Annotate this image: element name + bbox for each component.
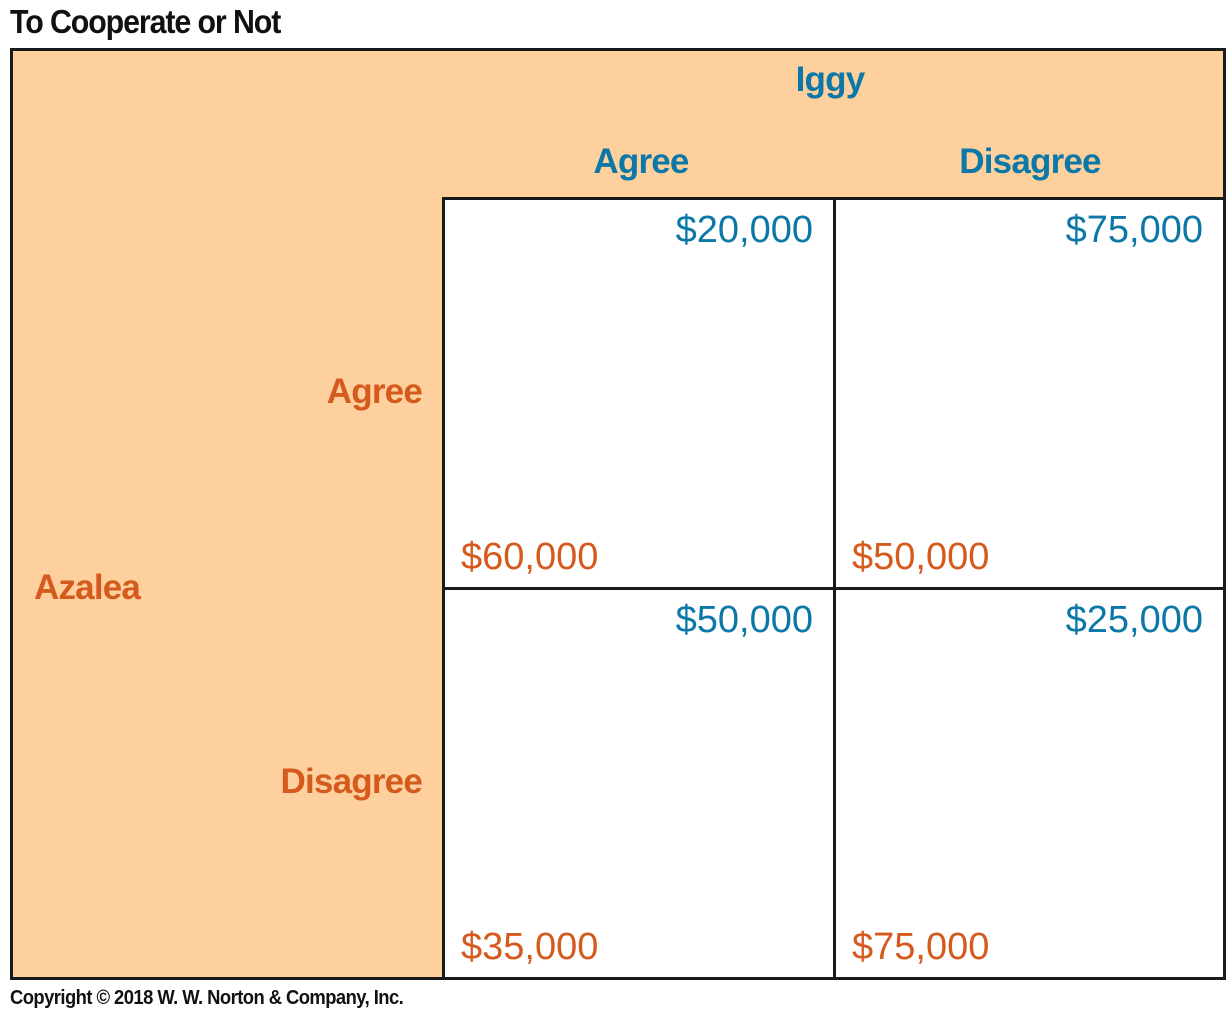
- azalea-payoff: $75,000: [852, 926, 990, 968]
- iggy-payoff: $20,000: [675, 209, 813, 251]
- cell-disagree-agree: $50,000 $35,000: [445, 590, 833, 977]
- copyright-notice: Copyright © 2018 W. W. Norton & Company,…: [10, 987, 404, 1009]
- column-strategy-disagree: Disagree: [959, 142, 1101, 181]
- row-strategy-disagree: Disagree: [280, 762, 423, 801]
- iggy-payoff: $25,000: [1065, 599, 1203, 641]
- iggy-payoff: $50,000: [675, 599, 813, 641]
- row-strategy-agree: Agree: [326, 372, 423, 411]
- azalea-payoff: $35,000: [461, 926, 599, 968]
- cell-agree-agree: $20,000 $60,000: [445, 200, 833, 587]
- column-strategy-agree: Agree: [593, 142, 689, 181]
- cell-agree-disagree: $75,000 $50,000: [836, 200, 1223, 587]
- azalea-payoff: $50,000: [852, 536, 990, 578]
- cell-disagree-disagree: $25,000 $75,000: [836, 590, 1223, 977]
- figure-title: To Cooperate or Not: [10, 3, 281, 40]
- iggy-payoff: $75,000: [1065, 209, 1203, 251]
- azalea-payoff: $60,000: [461, 536, 599, 578]
- column-player-name: Iggy: [795, 60, 866, 99]
- grid-divider-horizontal: [442, 587, 1226, 590]
- row-player-name: Azalea: [34, 568, 141, 607]
